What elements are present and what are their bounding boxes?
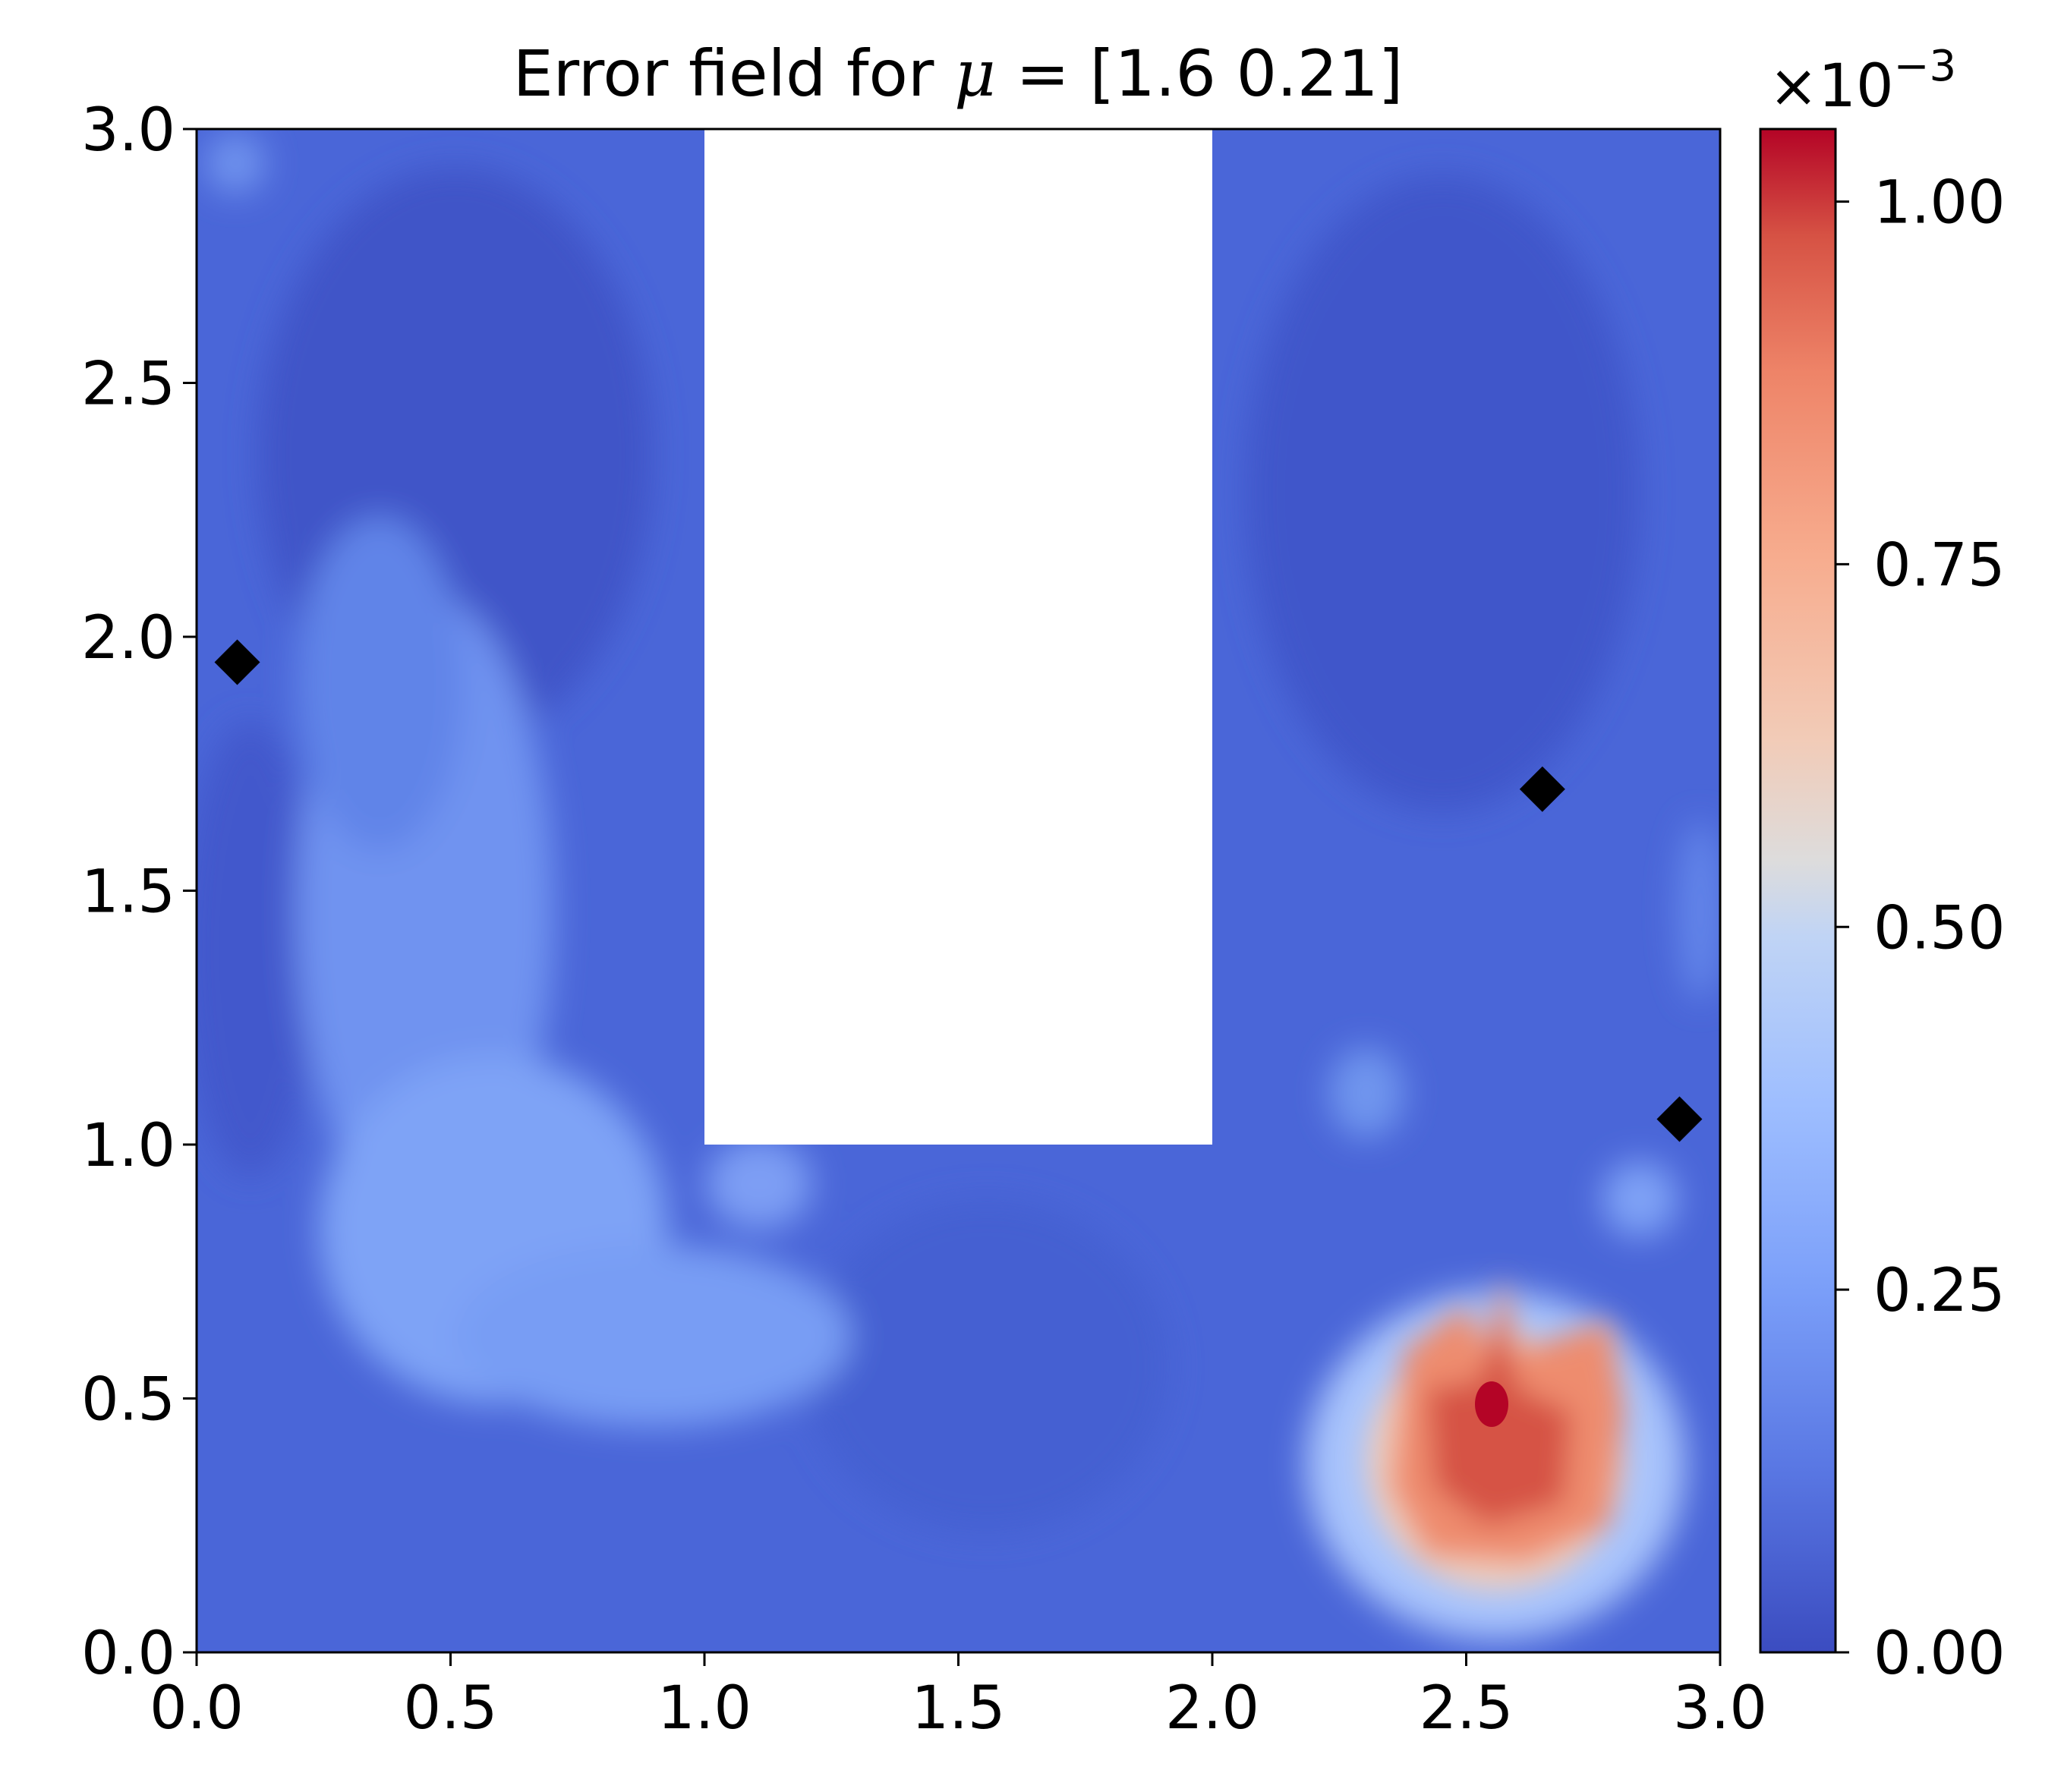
y-tick-label: 1.0 — [81, 1112, 175, 1180]
field-dark-region — [805, 1199, 1169, 1533]
x-tick-label: 0.5 — [403, 1674, 497, 1743]
y-tick-label: 0.0 — [81, 1620, 175, 1688]
colorbar-tick-label: 0.25 — [1873, 1257, 2006, 1325]
colorbar-multiplier-base: ×10 — [1769, 52, 1894, 121]
hotspot-peak — [1475, 1381, 1508, 1427]
y-tick-label: 2.0 — [81, 604, 175, 672]
markers — [214, 639, 1703, 1142]
field-light-patch — [205, 133, 266, 194]
colorbar-multiplier-exponent: −3 — [1894, 42, 1957, 91]
y-axis: 0.0 0.5 1.0 1.5 2.0 2.5 3.0 — [81, 96, 197, 1688]
title-prefix: Error field for — [513, 36, 955, 111]
heatmap-texture — [197, 133, 1720, 1639]
colorbar-tick-label: 0.00 — [1873, 1620, 2006, 1688]
colorbar: 0.00 0.25 0.50 0.75 1.00 ×10−3 — [1759, 42, 2006, 1688]
field-light-region — [296, 516, 463, 850]
marker-point — [1519, 766, 1565, 812]
x-tick-label: 1.5 — [911, 1674, 1005, 1743]
heatmap-field — [197, 129, 1720, 1652]
y-tick-label: 3.0 — [81, 96, 175, 165]
marker-point — [1656, 1096, 1703, 1142]
x-axis: 0.0 0.5 1.0 1.5 2.0 2.5 3.0 — [150, 1652, 1767, 1743]
x-tick-label: 0.0 — [150, 1674, 244, 1743]
masked-region — [704, 129, 1212, 1145]
y-tick-label: 1.5 — [81, 858, 175, 927]
field-dark-region — [1245, 175, 1640, 812]
colorbar-tick-label: 0.75 — [1873, 531, 2006, 600]
colorbar-tick-label: 1.00 — [1873, 169, 2006, 238]
y-tick-label: 2.5 — [81, 351, 175, 419]
hotspot — [1366, 1275, 1624, 1590]
colorbar-multiplier: ×10−3 — [1769, 42, 1956, 121]
field-light-patch — [1602, 1161, 1678, 1237]
x-tick-label: 2.0 — [1165, 1674, 1259, 1743]
field-light-patch — [706, 1139, 812, 1230]
y-tick-label: 0.5 — [81, 1366, 175, 1435]
title-suffix: = [1.6 0.21] — [996, 36, 1404, 111]
colorbar-ticks: 0.00 0.25 0.50 0.75 1.00 — [1836, 169, 2006, 1688]
field-light-patch — [1678, 820, 1720, 1002]
colorbar-gradient — [1759, 128, 1837, 1654]
field-dark-region — [197, 721, 319, 1176]
field-light-region — [455, 1245, 850, 1427]
field-light-patch — [1328, 1047, 1404, 1139]
marker-point — [214, 639, 260, 685]
colorbar-tick-label: 0.50 — [1873, 894, 2006, 962]
chart-title: Error field for μ = [1.6 0.21] — [513, 36, 1404, 111]
x-tick-label: 2.5 — [1419, 1674, 1513, 1743]
x-tick-label: 3.0 — [1673, 1674, 1767, 1743]
x-tick-label: 1.0 — [657, 1674, 752, 1743]
title-mu-symbol: μ — [954, 36, 996, 111]
